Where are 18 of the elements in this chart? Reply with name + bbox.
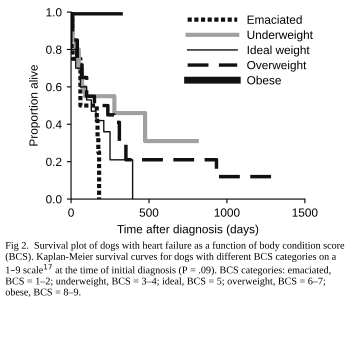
x-tick-label: 1000 [214, 208, 240, 217]
x-tick-label: 500 [140, 208, 158, 217]
y-tick-label: 0.2 [46, 158, 62, 166]
legend-label: Ideal weight [248, 45, 310, 56]
legend-label: Overweight [247, 60, 306, 72]
y-tick-label: 0.8 [46, 46, 62, 54]
y-axis-title: Proportion alive [29, 65, 40, 146]
legend-label: Obese [247, 76, 281, 84]
y-tick-label: 1.0 [46, 8, 62, 16]
legend-label: Underweight [248, 30, 313, 42]
y-tick-label: 0.0 [46, 195, 62, 204]
y-tick-label: 0.6 [46, 82, 62, 92]
x-tick-label: 0 [68, 208, 74, 217]
x-tick-label: 1500 [292, 208, 318, 217]
x-axis-title: Time after diagnosis (days) [117, 224, 258, 236]
y-tick-label: 0.4 [46, 120, 62, 129]
legend-label: Emaciated [248, 15, 302, 24]
caption: Fig 2. Survival plot of dogs with heart failure as a function of body condition score (BCS). Kaplan-Meier survival curves for dogs with different BCS categories on a 1–9 scale$^{17}$ at the time of initial diagnosis (P = .09). BCS categories: emaciated, BCS = 1–2; underweight, BCS = 3–4; ideal, BCS = 5; overweight, BCS = 6–7; obese, BCS = 8–9. [6, 242, 344, 297]
